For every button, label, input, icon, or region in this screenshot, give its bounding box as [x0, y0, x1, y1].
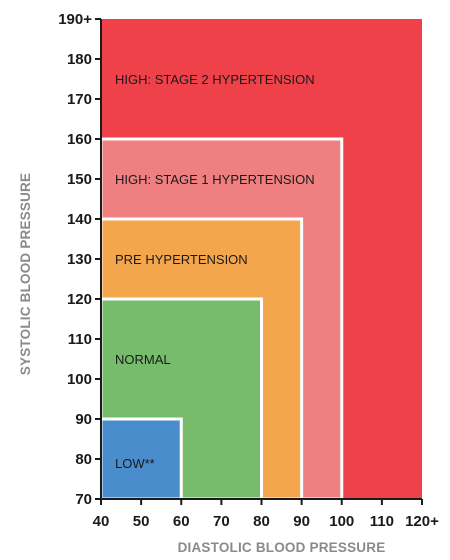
y-tick-label: 90	[75, 411, 92, 428]
y-tick-label: 190+	[58, 11, 92, 28]
y-axis-title: SYSTOLIC BLOOD PRESSURE	[18, 173, 33, 375]
x-tick-label: 120+	[405, 513, 439, 530]
ticks-layer: 70 80 90 100 110 120 130 140 150 160 170 180 190+ 40 5…	[58, 11, 439, 530]
x-tick-label: 70	[213, 513, 230, 530]
x-tick-label: 50	[133, 513, 150, 530]
y-tick-label: 120	[67, 291, 92, 308]
y-tick-label: 130	[67, 251, 92, 268]
zone-label-low: LOW**	[115, 456, 155, 471]
y-tick-label: 140	[67, 211, 92, 228]
x-tick-label: 60	[173, 513, 190, 530]
zone-label-high-stage-2-hypertension: HIGH: STAGE 2 HYPERTENSION	[115, 72, 315, 87]
x-tick-label: 90	[293, 513, 310, 530]
y-tick-label: 80	[75, 451, 92, 468]
x-tick-label: 40	[93, 513, 110, 530]
zone-label-normal: NORMAL	[115, 352, 171, 367]
zone-label-high-stage-1-hypertension: HIGH: STAGE 1 HYPERTENSION	[115, 172, 315, 187]
y-tick-label: 100	[67, 371, 92, 388]
x-tick-label: 100	[329, 513, 354, 530]
zone-label-pre-hypertension: PRE HYPERTENSION	[115, 252, 248, 267]
x-tick-label: 80	[253, 513, 270, 530]
y-tick-label: 170	[67, 91, 92, 108]
y-tick-label: 160	[67, 131, 92, 148]
y-tick-label: 70	[75, 491, 92, 508]
zones-layer: HIGH: STAGE 2 HYPERTENSION HIGH: STAGE 1 …	[99, 19, 422, 501]
y-tick-label: 110	[68, 331, 92, 348]
x-axis-title: DIASTOLIC BLOOD PRESSURE	[178, 540, 386, 555]
y-tick-label: 150	[67, 171, 92, 188]
x-tick-label: 110	[370, 513, 394, 530]
y-tick-label: 180	[67, 51, 92, 68]
